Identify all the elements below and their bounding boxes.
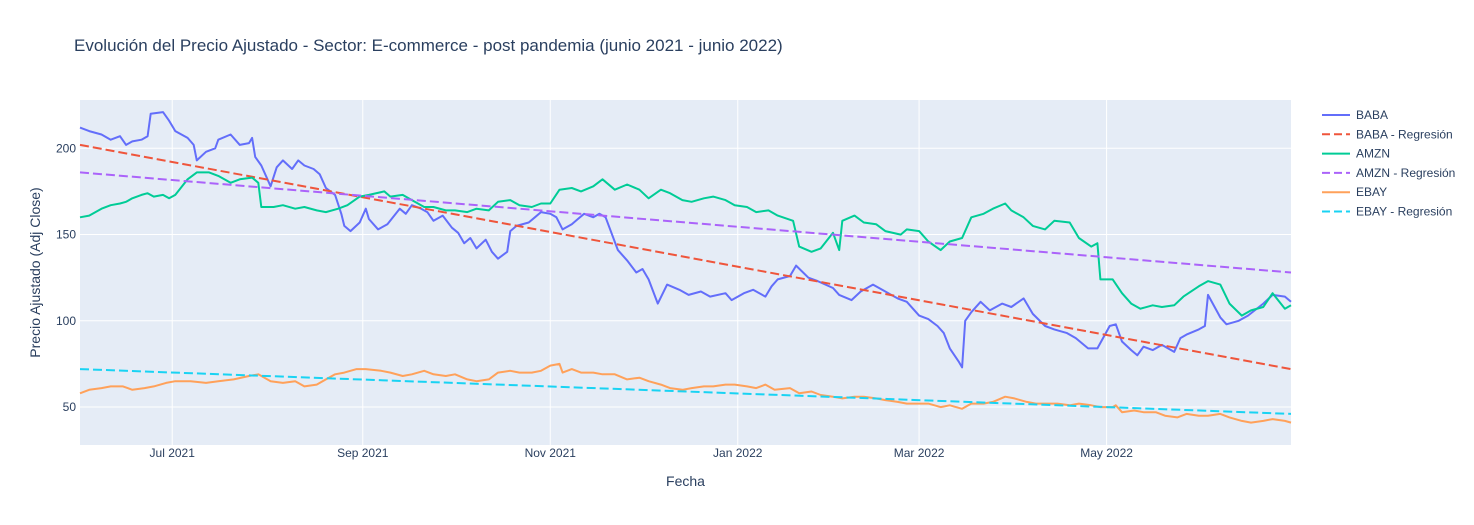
axis-ticks: Jul 2021 Sep 2021 Nov 2021 Jan 2022 Mar 2022… — [56, 141, 1133, 460]
x-axis-title: Fecha — [666, 473, 705, 489]
legend-item[interactable]: BABA - Regresión — [1322, 127, 1453, 141]
series-line-baba-regresi-n — [79, 143, 1292, 371]
legend-item[interactable]: EBAY — [1322, 185, 1387, 199]
x-tick-label: Nov 2021 — [525, 446, 577, 460]
plot-background — [80, 100, 1291, 445]
series-line-ebay — [79, 362, 1292, 424]
legend-item[interactable]: EBAY - Regresión — [1322, 205, 1452, 219]
y-tick-label: 150 — [56, 228, 76, 242]
series-line-amzn — [79, 171, 1292, 317]
legend-label: EBAY - Regresión — [1356, 205, 1452, 219]
y-tick-label: 200 — [56, 141, 76, 155]
x-tick-label: Jul 2021 — [150, 446, 196, 460]
y-tick-label: 100 — [56, 314, 76, 328]
x-tick-label: Jan 2022 — [713, 446, 763, 460]
legend-label: EBAY — [1356, 185, 1387, 199]
legend-label: AMZN - Regresión — [1356, 166, 1455, 180]
series-layer — [79, 111, 1292, 424]
y-axis-title: Precio Ajustado (Adj Close) — [27, 187, 43, 357]
legend-label: BABA - Regresión — [1356, 127, 1453, 141]
x-tick-label: Mar 2022 — [894, 446, 945, 460]
legend-label: AMZN — [1356, 147, 1390, 161]
legend-item[interactable]: AMZN — [1322, 147, 1390, 161]
grid-lines — [80, 100, 1291, 445]
legend-item[interactable]: AMZN - Regresión — [1322, 166, 1455, 180]
y-tick-label: 50 — [63, 400, 77, 414]
legend-label: BABA — [1356, 108, 1388, 122]
x-tick-label: Sep 2021 — [337, 446, 389, 460]
legend-item[interactable]: BABA — [1322, 108, 1388, 122]
chart-title: Evolución del Precio Ajustado - Sector: … — [74, 36, 783, 55]
series-line-baba — [79, 111, 1292, 369]
series-line-ebay-regresi-n — [79, 368, 1292, 415]
legend[interactable]: BABA BABA - Regresión AMZN AMZN - Regresión… — [1322, 108, 1455, 219]
series-line-amzn-regresi-n — [79, 171, 1292, 274]
x-tick-label: May 2022 — [1080, 446, 1133, 460]
